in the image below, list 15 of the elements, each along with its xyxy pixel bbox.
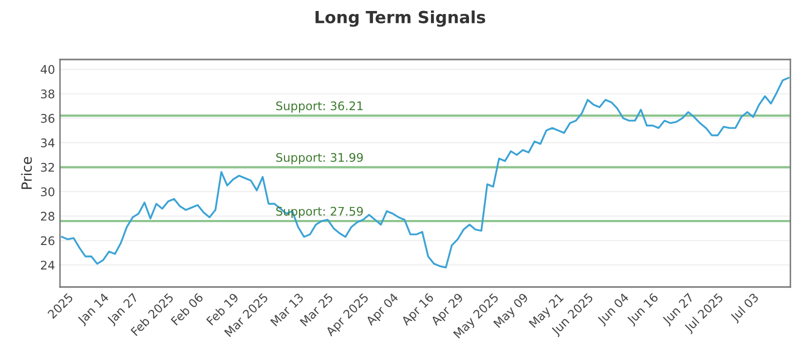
line-series [60, 76, 790, 268]
y-tick-label: 40 [40, 65, 54, 74]
y-tick-label: 30 [41, 187, 54, 196]
ref-line-label: Support: 31.99 [276, 152, 363, 164]
y-axis-title: Price [21, 157, 32, 189]
y-tick-label: 26 [40, 236, 54, 246]
y-tick-label: 28 [40, 212, 54, 221]
ref-line-label: Support: 36.21 [276, 101, 363, 113]
y-tick-label: 36 [41, 114, 54, 123]
y-tick-label: 24 [40, 260, 54, 270]
x-tick-label: Jul 03 [729, 292, 761, 324]
chart-title: Long Term Signals [316, 10, 486, 27]
y-tick-label: 32 [41, 162, 54, 172]
y-tick-label: 34 [41, 138, 54, 148]
y-tick-label: 38 [41, 89, 54, 98]
